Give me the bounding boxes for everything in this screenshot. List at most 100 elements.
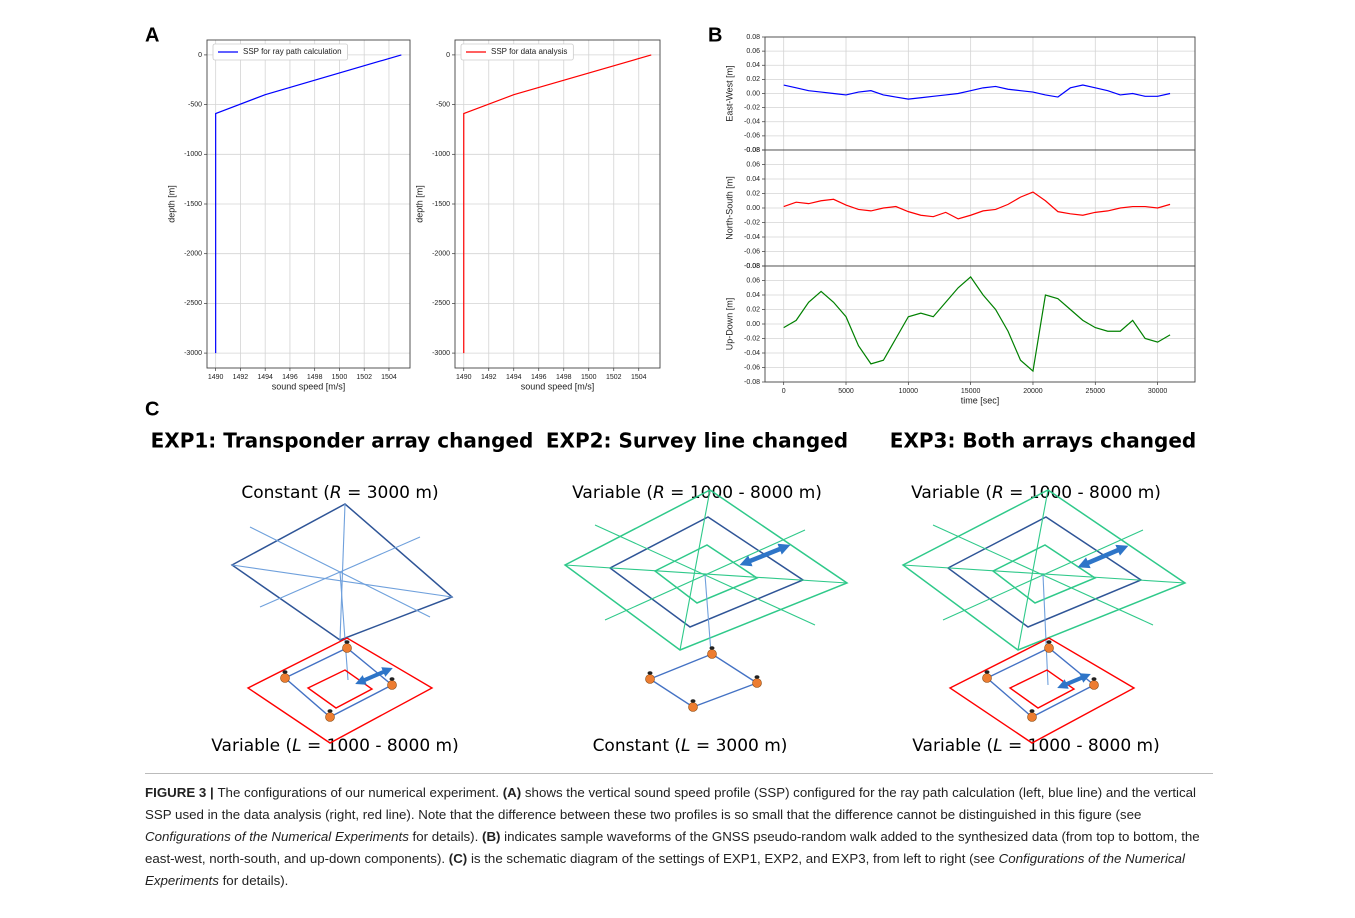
plumb-line [1043,575,1048,685]
exp-top-label: Variable (R = 1000 - 8000 m) [911,483,1161,503]
panel-label: C [145,398,159,420]
x-tick-label: 1492 [233,374,249,381]
x-tick-label: 1500 [581,374,597,381]
y-tick-label: -2000 [432,251,450,258]
y-tick-label: -500 [436,101,450,108]
transponder [983,670,992,682]
y-axis-label: North-South [m] [724,176,734,240]
plumb-line [705,575,711,653]
chart: -0.08-0.06-0.04-0.020.000.020.040.060.08… [724,147,1195,270]
y-tick-label: -0.06 [744,133,760,140]
arrow [745,547,785,563]
y-tick-label: -500 [188,101,202,108]
exp3-diagram [903,490,1185,743]
y-tick-label: -0.08 [744,379,760,386]
y-tick-label: -1000 [432,151,450,158]
transponder-array [646,646,762,711]
legend-label: SSP for ray path calculation [243,47,342,56]
transponder [388,677,397,689]
label-symbol: L [993,736,1002,756]
transponder [281,670,290,682]
y-tick-label: -0.02 [744,219,760,226]
y-tick-label: 0.06 [746,161,760,168]
x-tick-label: 0 [782,388,786,395]
exp-top-label: Constant (R = 3000 m) [241,483,438,503]
y-axis-label: Up-Down [m] [724,298,734,351]
caption-text: (B) [482,829,500,844]
x-tick-label: 20000 [1023,388,1043,395]
y-axis-label: East-West [m] [724,65,734,121]
label-symbol: R [653,483,665,503]
caption-text: (A) [503,785,521,800]
y-tick-label: 0.00 [746,321,760,328]
y-tick-label: -2000 [184,251,202,258]
y-tick-label: 0.02 [746,306,760,313]
survey-lines [903,490,1185,650]
panel-label: A [145,24,159,46]
x-tick-label: 10000 [899,388,919,395]
y-tick-label: -0.04 [744,234,760,241]
label-text: Constant ( [241,483,329,503]
y-tick-label: 0 [198,52,202,59]
transponder [708,646,717,658]
transponder-array [950,638,1134,743]
y-tick-label: -0.02 [744,335,760,342]
survey-grid [565,490,847,653]
y-tick-label: 0.04 [746,176,760,183]
array-outer [950,638,1134,743]
survey-lines [232,504,452,680]
x-axis-label: sound speed [m/s] [272,381,346,391]
x-tick-label: 1492 [481,374,497,381]
page: {"panel_labels": ["A", "B", "C"], "chart… [0,0,1355,918]
transponder [326,709,335,721]
x-tick-label: 1494 [257,374,273,381]
x-tick-label: 1490 [208,374,224,381]
y-tick-label: -0.02 [744,104,760,111]
x-axis-label: time [sec] [961,395,1000,405]
caption-text: Configurations of the Numerical Experime… [145,829,409,844]
chart: -0.08-0.06-0.04-0.020.000.020.040.060.08… [724,34,1195,154]
label-symbol: L [681,736,690,756]
caption-text: The configurations of our numerical expe… [217,785,502,800]
label-text: = 3000 m) [691,736,788,756]
legend: SSP for ray path calculation [213,44,348,60]
caption-text: for details). [409,829,482,844]
x-tick-label: 1504 [631,374,647,381]
y-tick-label: 0.08 [746,263,760,270]
exp-title: EXP2: Survey line changed [546,429,848,453]
label-text: Variable ( [912,736,993,756]
array-inner [308,670,372,708]
y-tick-label: 0 [446,52,450,59]
y-tick-label: -2500 [432,300,450,307]
transponder [1090,677,1099,689]
x-tick-label: 1502 [356,374,372,381]
y-tick-label: 0.00 [746,90,760,97]
exp1-diagram [232,504,452,743]
transponder-array [248,638,432,743]
y-tick-label: -0.06 [744,248,760,255]
caption-text: for details). [219,873,288,888]
label-text: Constant ( [593,736,681,756]
transponder [753,675,762,687]
label-symbol: L [292,736,301,756]
chart: 0-500-1000-1500-2000-2500-30001490149214… [166,40,410,391]
exp-bottom-label: Variable (L = 1000 - 8000 m) [912,736,1159,756]
y-tick-label: 0.08 [746,34,760,41]
exp-top-label: Variable (R = 1000 - 8000 m) [572,483,822,503]
x-tick-label: 1504 [381,374,397,381]
x-tick-label: 1500 [332,374,348,381]
y-axis-label: depth [m] [166,185,176,223]
y-tick-label: -3000 [432,350,450,357]
label-text: Variable ( [911,483,992,503]
x-tick-label: 1490 [456,374,472,381]
chart: -0.08-0.06-0.04-0.020.000.020.040.060.08… [724,263,1195,406]
exp-bottom-label: Constant (L = 3000 m) [593,736,788,756]
array-square [650,654,757,707]
x-tick-label: 30000 [1148,388,1168,395]
arrow [1083,548,1123,565]
legend: SSP for data analysis [461,44,573,60]
x-tick-label: 1496 [282,374,298,381]
y-tick-label: -1500 [432,201,450,208]
label-symbol: R [992,483,1004,503]
